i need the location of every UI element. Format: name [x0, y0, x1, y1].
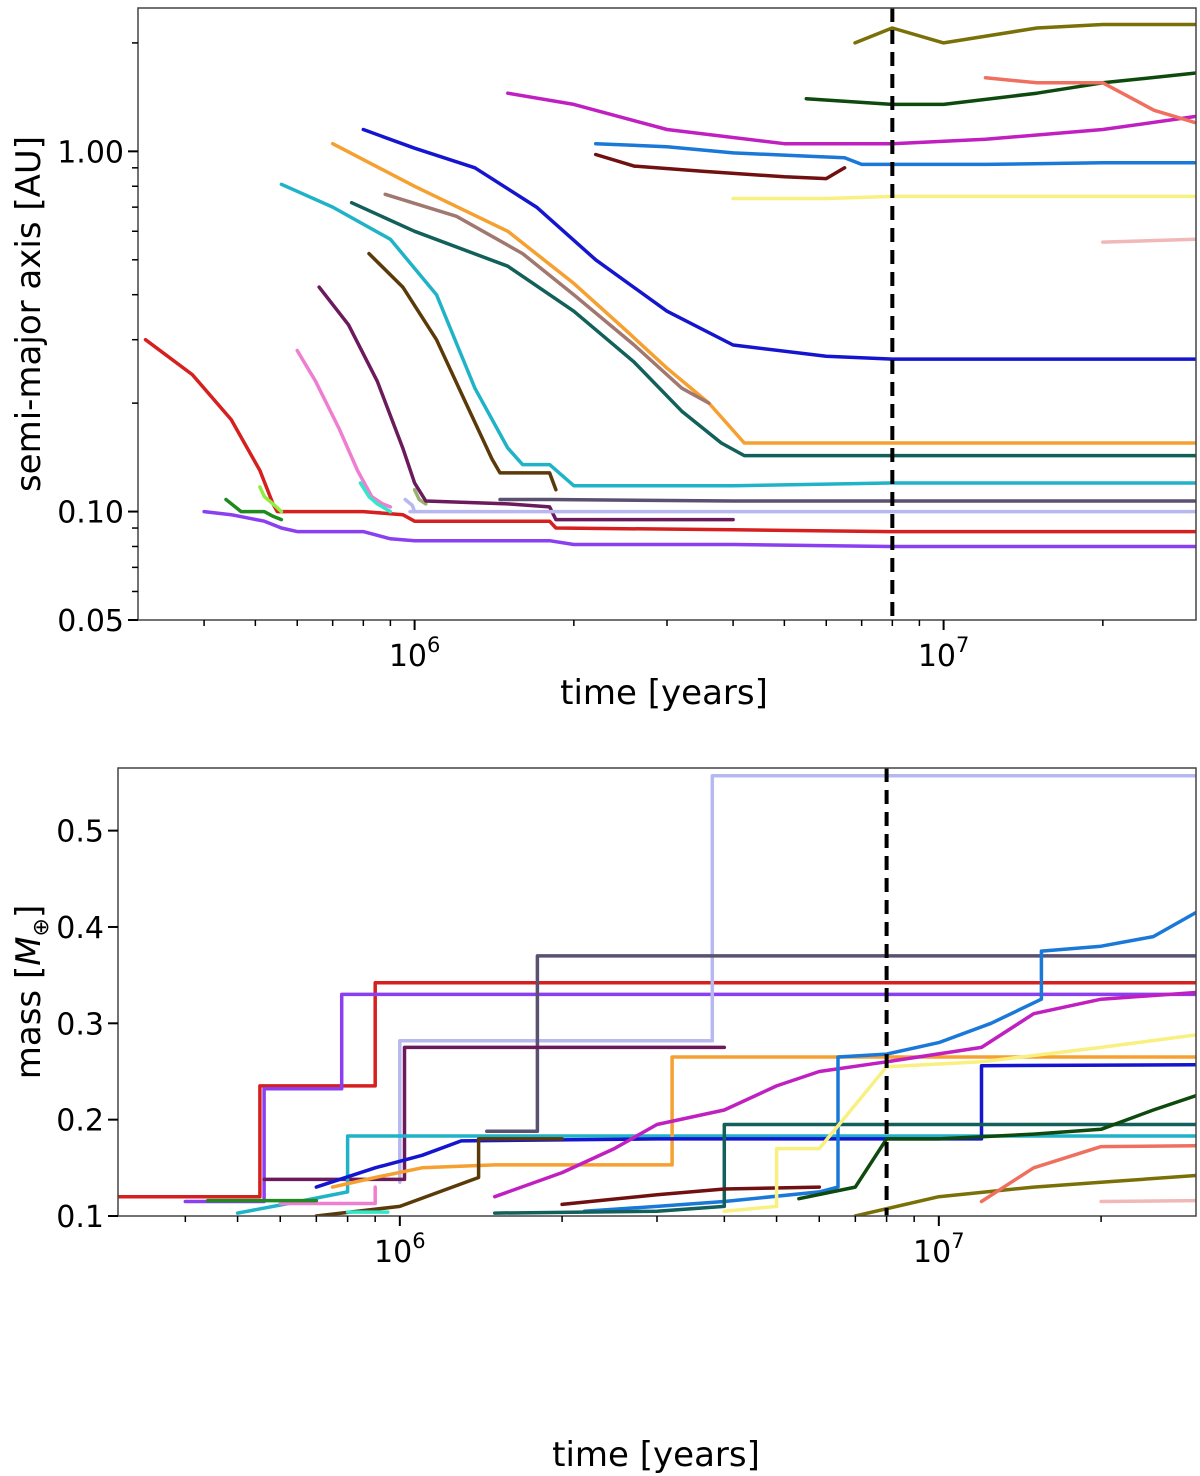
- series-line-steel-blue: [593, 141, 1196, 167]
- series-line-steel-blue: [582, 910, 1196, 1213]
- series-line-orange: [330, 1055, 1196, 1189]
- series-line-dark-green: [797, 1093, 1196, 1201]
- y-axis-label-subscript: ⊕: [29, 918, 54, 936]
- y-tick-label: 0.1: [56, 1200, 104, 1235]
- y-tick-label: 0.10: [57, 496, 124, 531]
- plot-frame: [117, 767, 1197, 1217]
- y-tick-label: 1.00: [57, 135, 124, 170]
- series-line-dark-magenta: [262, 1045, 727, 1182]
- x-axis-label: time [years]: [552, 1435, 760, 1475]
- series-line-cyan-teal: [358, 481, 393, 514]
- series-line-dark-teal: [349, 200, 1196, 458]
- series-line-green: [224, 497, 284, 522]
- series-line-slate-purple: [498, 497, 1196, 503]
- series-line-lime: [258, 485, 284, 514]
- series-line-dark-green: [804, 71, 1196, 107]
- y-axis-label-main: mass [: [9, 966, 49, 1079]
- series-line-magenta: [492, 990, 1196, 1199]
- x-tick-label: 106: [389, 633, 441, 674]
- y-axis-label: semi-major axis [AU]: [9, 136, 49, 492]
- series-line-pink: [295, 348, 393, 509]
- y-tick-label: 0.5: [56, 815, 104, 850]
- y-tick-label: 0.2: [56, 1104, 104, 1139]
- x-axis-label: time [years]: [560, 673, 768, 713]
- series-line-magenta: [506, 91, 1196, 146]
- series-line-salmon: [979, 1143, 1196, 1204]
- semi-major-axis-panel: 106 107 0.05 0.10 1.00 time [years] semi-maj…: [9, 7, 1197, 713]
- y-tick-label: 0.05: [57, 604, 124, 639]
- series-line-dark-teal: [492, 1122, 1196, 1215]
- series-line-red: [143, 337, 1196, 534]
- series-line-pale-yellow: [722, 1033, 1196, 1213]
- x-tick-label: 107: [913, 1229, 965, 1270]
- series-line-purple: [183, 992, 1196, 1204]
- y-axis-label-symbol: M: [9, 936, 49, 965]
- series-line-teal-light: [235, 1134, 1196, 1215]
- series-line-purple: [202, 509, 1196, 549]
- y-tick-label: 0.4: [56, 911, 104, 946]
- y-axis-label: mass [M⊕]: [9, 905, 54, 1080]
- y-tick-label: 0.3: [56, 1007, 104, 1042]
- series-line-slate-purple: [485, 954, 1196, 1133]
- series-line-blue: [361, 127, 1196, 361]
- x-tick-label: 107: [918, 633, 970, 674]
- series-line-light-lavender: [398, 773, 1196, 1185]
- series-line-lavender-small: [403, 497, 417, 514]
- series-line-salmon: [983, 76, 1196, 125]
- series-line-pale-yellow: [731, 194, 1196, 201]
- series-line-teal-light: [279, 182, 1196, 488]
- series-line-maroon: [593, 152, 847, 181]
- series-line-dark-brown: [367, 251, 558, 492]
- series-line-olive-green: [412, 487, 428, 506]
- series-line-olive: [853, 1173, 1196, 1216]
- series-line-maroon: [560, 1185, 822, 1207]
- series-line-dark-brown: [314, 1137, 564, 1216]
- series-line-light-pink: [1099, 1198, 1196, 1204]
- x-tick-label: 106: [374, 1229, 426, 1270]
- series-line-olive: [853, 22, 1196, 45]
- mass-panel: 106 107 0.1 0.2 0.3 0.4 0.5 time [years] mass …: [9, 767, 1197, 1475]
- series-line-red: [118, 981, 1196, 1199]
- series-line-rosy-brown: [383, 192, 711, 405]
- series-line-pink: [278, 1185, 377, 1206]
- series-line-orange: [330, 141, 1196, 445]
- y-axis-label-end: ]: [9, 905, 49, 918]
- series-line-light-pink: [1101, 237, 1196, 244]
